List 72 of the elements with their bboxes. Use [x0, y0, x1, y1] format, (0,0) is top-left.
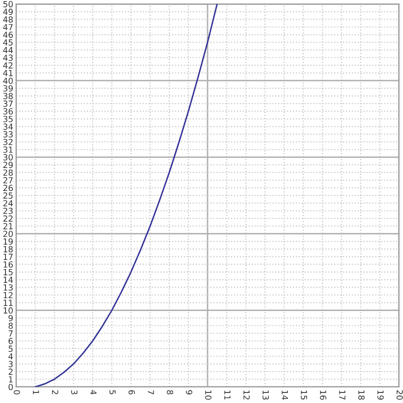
- y-tick-label: 35: [3, 116, 13, 122]
- x-tick-label: 5: [109, 390, 116, 394]
- y-tick-label: 45: [3, 39, 13, 46]
- y-tick-label: 50: [3, 1, 13, 8]
- y-tick-label: 29: [3, 162, 13, 168]
- y-tick-label: 25: [3, 192, 13, 199]
- y-tick-label: 14: [4, 276, 13, 283]
- x-tick-label: 20: [396, 390, 403, 400]
- y-tick-label: 37: [3, 100, 13, 107]
- y-tick-label: 31: [3, 146, 13, 153]
- x-tick-label: 11: [224, 390, 230, 400]
- line-series: [34, 4, 218, 387]
- y-tick-label: 41: [3, 70, 13, 76]
- y-tick-label: 9: [8, 314, 13, 322]
- y-tick-label: 47: [3, 24, 13, 30]
- y-tick-label: 10: [4, 307, 13, 314]
- y-tick-label: 1: [8, 376, 13, 382]
- x-tick-label: 2: [52, 390, 58, 394]
- y-tick-label: 30: [3, 154, 13, 160]
- x-tick-label: 19: [377, 390, 384, 400]
- y-tick-label: 24: [3, 200, 13, 206]
- x-tick-label: 18: [358, 390, 365, 400]
- y-tick-label: 21: [3, 223, 13, 230]
- x-tick-label: 3: [71, 390, 78, 394]
- y-tick-label: 32: [3, 138, 13, 146]
- x-tick-label: 13: [262, 390, 269, 400]
- x-tick-label: 15: [300, 390, 308, 400]
- y-tick-label: 6: [8, 338, 13, 344]
- x-tick-label: 7: [148, 390, 154, 394]
- y-tick-label: 5: [8, 346, 13, 352]
- y-tick-label: 3: [8, 360, 13, 368]
- x-tick-label: 14: [282, 390, 288, 400]
- y-tick-label: 26: [3, 184, 13, 192]
- y-tick-label: 36: [3, 108, 13, 115]
- y-tick-label: 19: [4, 238, 13, 245]
- y-tick-label: 17: [4, 254, 13, 260]
- x-tick-label: 8: [166, 390, 174, 394]
- x-tick-label: 16: [320, 390, 326, 400]
- y-tick-label: 33: [3, 131, 13, 138]
- y-tick-label: 43: [3, 54, 13, 61]
- y-tick-label: 15: [4, 269, 13, 276]
- x-tick-label: 17: [339, 390, 346, 400]
- y-tick-label: 48: [3, 16, 13, 23]
- y-tick-label: 28: [3, 169, 13, 176]
- x-tick-label: 9: [186, 390, 192, 394]
- x-tick-label: 12: [244, 390, 250, 400]
- y-tick-label: 18: [4, 246, 13, 252]
- y-tick-label: 46: [3, 32, 13, 38]
- y-tick-label: 11: [4, 300, 13, 306]
- y-tick-label: 22: [3, 215, 13, 222]
- y-tick-label: 7: [8, 330, 13, 336]
- y-tick-label: 40: [3, 78, 13, 84]
- x-tick-label: 6: [128, 390, 135, 394]
- y-tick-label: 2: [8, 368, 13, 375]
- x-tick-label: 1: [32, 390, 40, 394]
- y-tick-label: 49: [3, 8, 13, 15]
- y-tick-label: 42: [3, 62, 13, 68]
- y-tick-label: 20: [3, 230, 13, 238]
- y-tick-label: 44: [3, 47, 13, 54]
- y-tick-label: 34: [3, 124, 13, 130]
- y-tick-label: 4: [8, 353, 13, 360]
- y-tick-label: 8: [8, 322, 13, 329]
- y-tick-label: 27: [3, 177, 13, 184]
- y-tick-label: 12: [4, 292, 13, 298]
- y-tick-label: 39: [3, 85, 13, 92]
- x-tick-label: 10: [205, 390, 212, 400]
- x-tick-label: 0: [14, 390, 20, 394]
- y-tick-label: 16: [4, 261, 13, 268]
- y-tick-label: 13: [4, 284, 13, 291]
- x-tick-label: 4: [90, 390, 96, 394]
- y-tick-label: 23: [3, 208, 13, 214]
- y-tick-label: 38: [3, 92, 13, 100]
